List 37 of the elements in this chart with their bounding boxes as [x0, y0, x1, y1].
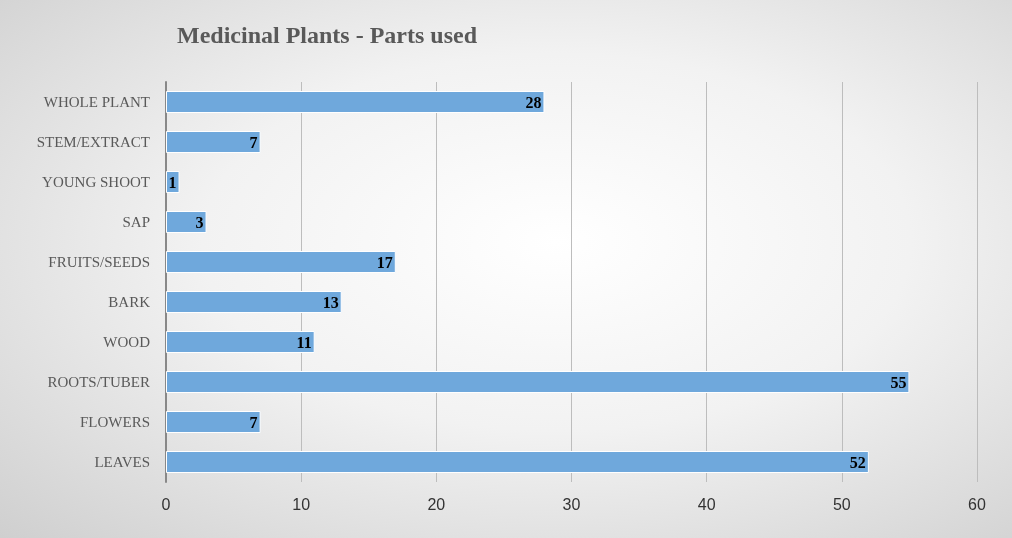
y-tick-label: FRUITS/SEEDS: [48, 254, 150, 270]
x-tick-label: 50: [832, 495, 851, 513]
x-tick-label: 60: [968, 495, 986, 513]
x-tick-label: 0: [161, 495, 171, 513]
y-tick-label: SAP: [122, 214, 150, 230]
data-label: 7: [249, 413, 258, 431]
y-tick-label: WHOLE PLANT: [43, 94, 150, 110]
data-label: 17: [376, 253, 393, 271]
bar: [166, 331, 315, 353]
data-label: 7: [249, 133, 258, 151]
bar: [166, 91, 545, 113]
bar: [166, 291, 342, 313]
bar: [166, 251, 396, 273]
x-tick-label: 30: [562, 495, 581, 513]
bar: [166, 371, 910, 393]
bar: [166, 131, 261, 153]
y-tick-label: BARK: [108, 294, 151, 310]
bar: [166, 411, 261, 433]
x-tick-label: 40: [697, 495, 716, 513]
y-tick-label: YOUNG SHOOT: [42, 174, 150, 190]
data-label: 55: [890, 373, 907, 391]
bar: [166, 211, 207, 233]
x-tick-label: 20: [427, 495, 446, 513]
data-label: 1: [168, 173, 177, 191]
y-tick-label: FLOWERS: [79, 414, 150, 430]
data-label: 11: [296, 333, 312, 351]
y-tick-label: ROOTS/TUBER: [47, 374, 150, 390]
y-tick-label: LEAVES: [94, 454, 150, 470]
data-label: 28: [525, 93, 542, 111]
data-label: 3: [195, 213, 204, 231]
x-tick-label: 10: [292, 495, 311, 513]
data-label: 13: [322, 293, 339, 311]
bar: [166, 451, 869, 473]
y-tick-label: STEM/EXTRACT: [36, 134, 150, 150]
chart-title: Medicinal Plants - Parts used: [177, 22, 478, 48]
data-label: 52: [849, 453, 866, 471]
y-tick-label: WOOD: [103, 334, 151, 350]
